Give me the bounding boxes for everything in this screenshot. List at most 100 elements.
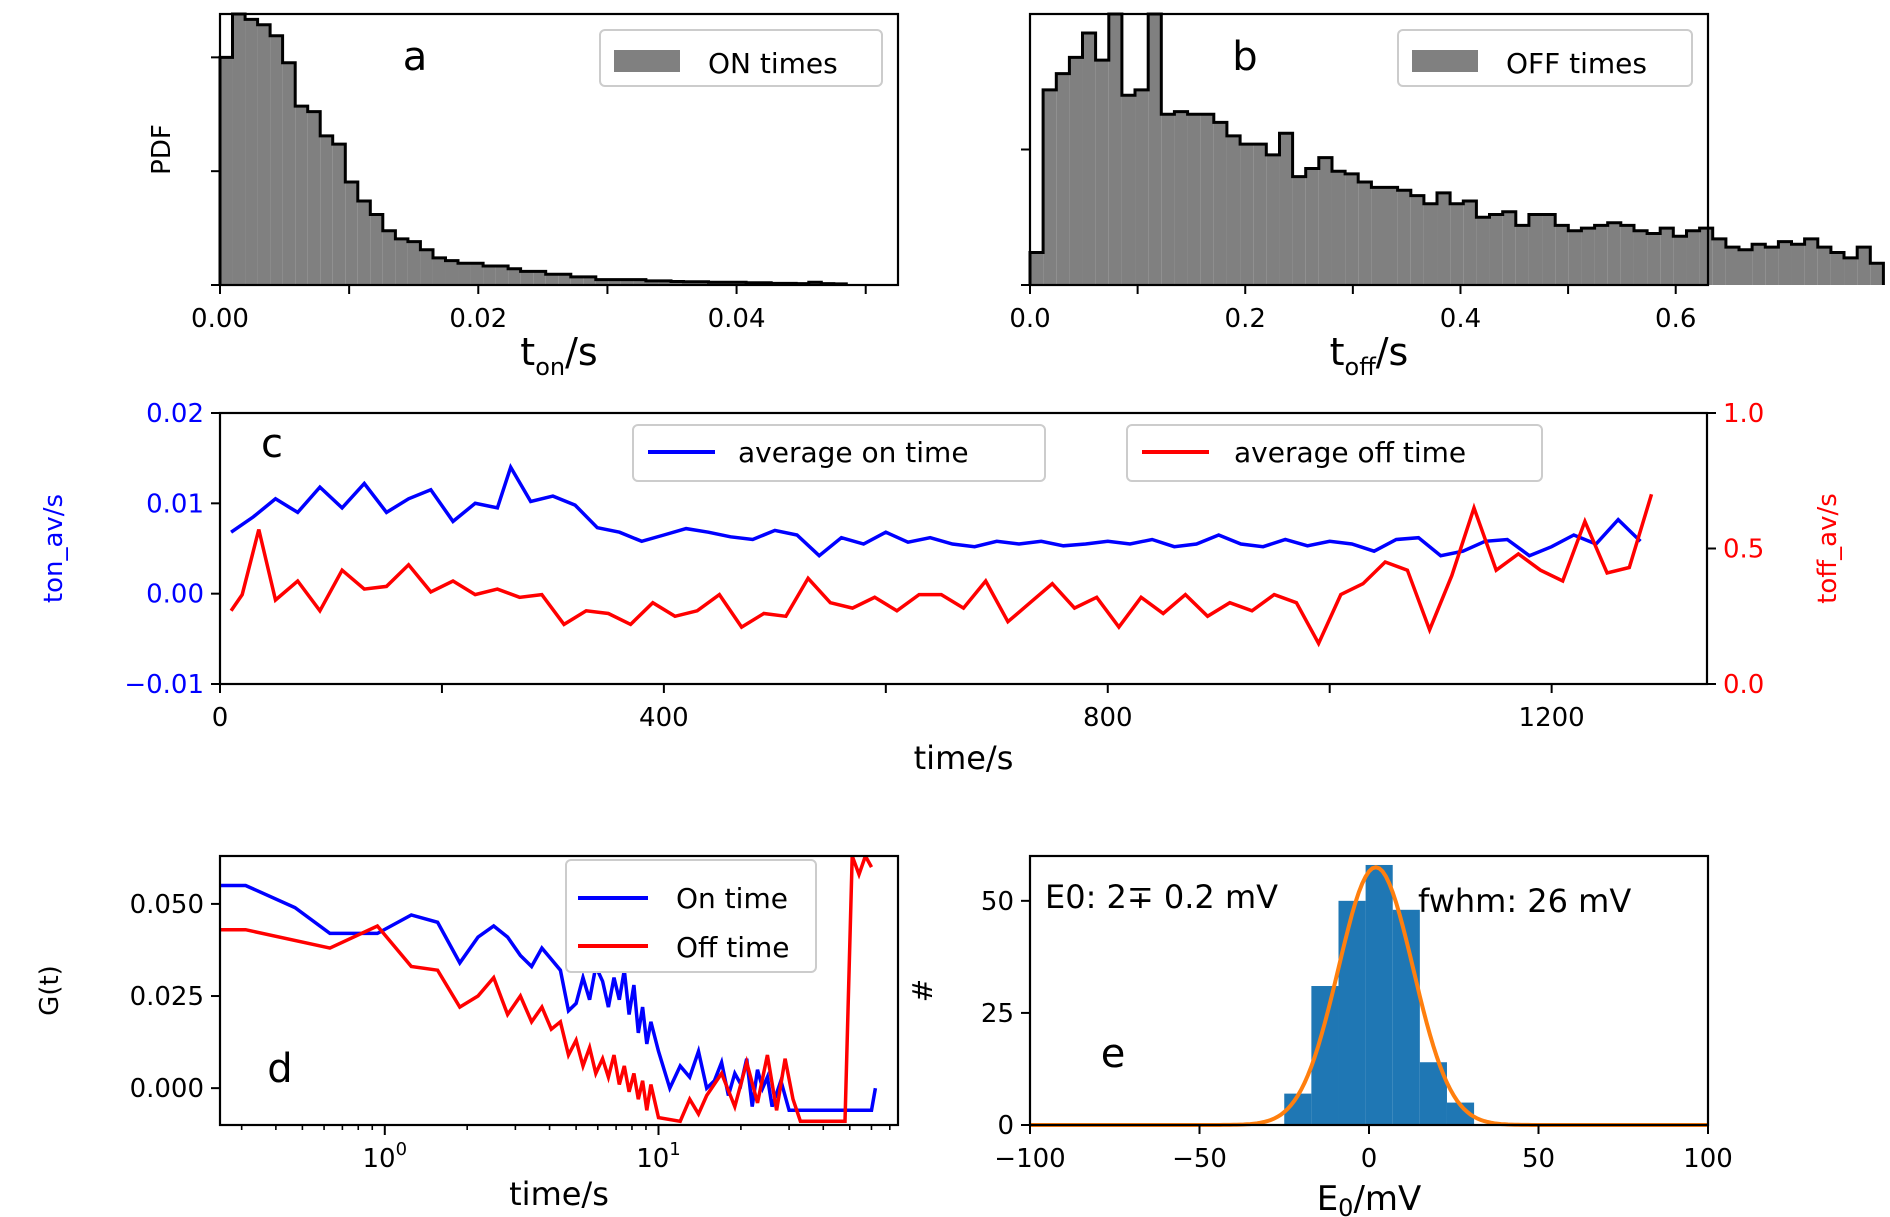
hist-bar xyxy=(1555,225,1569,285)
y-axis-label: PDF xyxy=(147,124,177,175)
legend-label: Off time xyxy=(676,931,790,964)
x-tick-label: 50 xyxy=(1522,1144,1555,1174)
y-tick-label: 50 xyxy=(981,887,1014,917)
hist-bar xyxy=(395,238,408,285)
panel-a: 0.00 0.02 0.04 ton/s PDF a ON times xyxy=(147,12,900,381)
hist-bar xyxy=(670,281,684,285)
hist-bar xyxy=(1305,168,1319,285)
x-label-main: E xyxy=(1317,1179,1338,1217)
hist-bar xyxy=(1515,225,1529,285)
y-tick-label-right: 0.5 xyxy=(1723,535,1764,565)
e0-bar xyxy=(1365,864,1393,1125)
hist-bar xyxy=(1817,247,1831,285)
legend-off: average off time xyxy=(1126,424,1543,482)
hist-bar xyxy=(382,230,396,285)
hist-bar xyxy=(1240,144,1254,285)
hist-bar xyxy=(1358,182,1372,285)
hist-bar xyxy=(1030,252,1044,285)
y-tick-label: 0.025 xyxy=(130,982,204,1012)
hist-bar xyxy=(620,279,634,285)
hist-bar xyxy=(1174,111,1188,285)
hist-bar xyxy=(483,266,496,285)
panel-label: d xyxy=(267,1046,292,1092)
hist-bar xyxy=(357,200,371,285)
off-time-line xyxy=(229,493,1654,648)
hist-bar xyxy=(558,274,571,285)
x-axis-label: time/s xyxy=(914,739,1014,777)
y-tick-label: 0.050 xyxy=(130,890,204,920)
legend-label: On time xyxy=(676,882,788,915)
hist-bar xyxy=(220,57,233,285)
hist-bar xyxy=(1121,95,1136,285)
hist-bar xyxy=(1804,238,1818,285)
panel-label: a xyxy=(403,34,428,80)
panel-label: c xyxy=(261,421,283,467)
hist-bar xyxy=(1752,244,1766,285)
axes-frame xyxy=(218,854,900,1127)
hist-bar xyxy=(1738,249,1753,285)
legend: ON times xyxy=(599,29,883,87)
hist-bar xyxy=(1463,200,1477,285)
x-tick-label: 1200 xyxy=(1519,703,1585,733)
hist-bar xyxy=(1135,89,1149,285)
hist-bar xyxy=(1292,176,1306,285)
hist-bar xyxy=(1226,135,1241,285)
hist-bar xyxy=(370,214,383,285)
hist-bar xyxy=(1620,225,1634,285)
hist-bar xyxy=(1594,225,1608,285)
legend-on: average on time xyxy=(632,424,1046,482)
legend-label: OFF times xyxy=(1506,47,1647,80)
hist-bar xyxy=(1686,230,1700,285)
hist-bar xyxy=(420,249,433,285)
y-axis-label: G(t) xyxy=(35,965,65,1016)
hist-bar xyxy=(1279,133,1293,285)
hist-bar xyxy=(1345,173,1359,285)
x-label-sub: on xyxy=(535,353,565,381)
hist-bar xyxy=(1607,222,1621,285)
hist-bar xyxy=(1830,252,1845,285)
y-tick-label-left: 0.00 xyxy=(146,580,204,610)
hist-bar xyxy=(545,274,559,285)
hist-bar xyxy=(1725,247,1739,285)
hist-bar xyxy=(1161,114,1175,286)
hist-bar xyxy=(1870,263,1884,285)
hist-bar xyxy=(1082,32,1096,285)
hist-bar xyxy=(683,281,697,285)
hist-bar xyxy=(1765,247,1779,285)
hist-bar xyxy=(1108,14,1122,285)
hist-bar xyxy=(345,182,358,285)
x-tick-base: 10 xyxy=(636,1144,669,1174)
x-label-sub: off xyxy=(1345,353,1377,381)
hist-outline xyxy=(218,12,848,286)
hist-bar xyxy=(1253,144,1267,285)
hist-bar xyxy=(520,271,534,285)
hist-bar xyxy=(1213,122,1227,286)
hist-bar xyxy=(1187,114,1201,286)
x-label-main: t xyxy=(520,330,535,374)
x-label-tail: /s xyxy=(1376,330,1409,374)
hist-bar xyxy=(1528,214,1543,285)
hist-bar xyxy=(1791,244,1805,285)
x-tick-label: 0.2 xyxy=(1225,304,1266,334)
hist-bar xyxy=(407,241,421,285)
hist-bar xyxy=(1043,89,1057,285)
hist-bar xyxy=(232,14,246,285)
hist-bar xyxy=(245,19,258,285)
hist-bar xyxy=(1450,203,1464,285)
hist-bar xyxy=(1318,157,1332,285)
panel-c: 0 400 800 1200 −0.01 0.00 0.01 0.02 0.0 0.5 1.0 tim… xyxy=(39,399,1843,777)
hist-bar xyxy=(1647,233,1661,285)
x-axis-label: E0/mV xyxy=(1317,1179,1422,1217)
e0-bar xyxy=(1338,900,1366,1125)
x-label-sub: 0 xyxy=(1338,1194,1353,1217)
hist-bar xyxy=(1699,228,1713,285)
legend: On time Off time xyxy=(565,859,817,973)
on-time-line xyxy=(230,462,1642,559)
y-axis-label-right: toff_av/s xyxy=(1813,493,1843,604)
x-tick-label: 0.4 xyxy=(1440,304,1481,334)
hist-bar xyxy=(1542,214,1556,285)
x-tick-label: −50 xyxy=(1172,1144,1227,1174)
